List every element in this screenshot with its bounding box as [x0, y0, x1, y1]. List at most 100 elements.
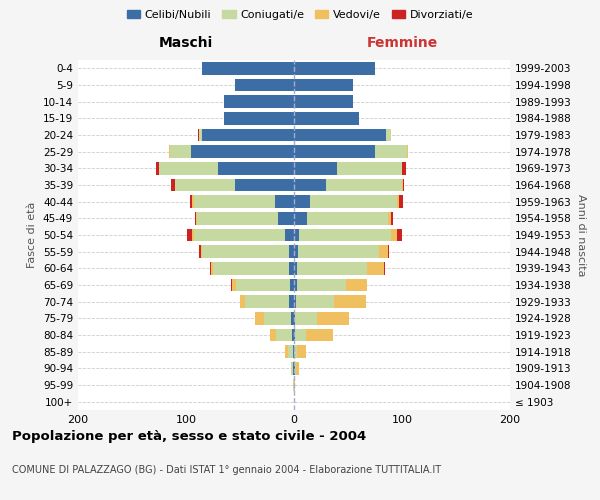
Bar: [198, 129, 199, 141]
Bar: [291, 362, 293, 374]
Bar: [388, 212, 391, 224]
Bar: [375, 146, 407, 158]
Bar: [201, 246, 202, 258]
Bar: [388, 246, 389, 258]
Bar: [294, 262, 297, 274]
Bar: [236, 279, 290, 291]
Bar: [175, 179, 235, 192]
Bar: [294, 112, 359, 124]
Y-axis label: Anni di nascita: Anni di nascita: [575, 194, 586, 276]
Bar: [294, 179, 326, 192]
Bar: [379, 246, 388, 258]
Bar: [197, 212, 278, 224]
Bar: [294, 162, 337, 174]
Bar: [402, 162, 406, 174]
Bar: [270, 329, 275, 341]
Bar: [294, 79, 353, 92]
Bar: [294, 346, 297, 358]
Bar: [289, 296, 294, 308]
Bar: [294, 329, 295, 341]
Y-axis label: Fasce di età: Fasce di età: [28, 202, 37, 268]
Bar: [235, 179, 294, 192]
Bar: [296, 362, 299, 374]
Bar: [292, 329, 294, 341]
Bar: [213, 262, 289, 274]
Bar: [275, 329, 292, 341]
Bar: [346, 279, 367, 291]
Bar: [294, 62, 375, 74]
Bar: [194, 229, 286, 241]
Text: COMUNE DI PALAZZAGO (BG) - Dati ISTAT 1° gennaio 2004 - Elaborazione TUTTITALIA.: COMUNE DI PALAZZAGO (BG) - Dati ISTAT 1°…: [12, 465, 441, 475]
Bar: [199, 129, 202, 141]
Bar: [218, 162, 294, 174]
Bar: [294, 279, 297, 291]
Bar: [275, 196, 294, 208]
Bar: [294, 312, 295, 324]
Bar: [156, 162, 159, 174]
Bar: [169, 146, 170, 158]
Bar: [290, 279, 294, 291]
Bar: [159, 162, 218, 174]
Bar: [211, 262, 213, 274]
Bar: [255, 312, 264, 324]
Bar: [232, 279, 236, 291]
Bar: [399, 196, 403, 208]
Text: Maschi: Maschi: [159, 36, 213, 50]
Bar: [367, 262, 383, 274]
Legend: Celibi/Nubili, Coniugati/e, Vedovi/e, Divorziati/e: Celibi/Nubili, Coniugati/e, Vedovi/e, Di…: [122, 6, 478, 25]
Bar: [397, 196, 399, 208]
Bar: [286, 229, 294, 241]
Bar: [295, 329, 306, 341]
Text: Femmine: Femmine: [367, 36, 437, 50]
Bar: [196, 212, 197, 224]
Bar: [294, 96, 353, 108]
Bar: [297, 346, 306, 358]
Bar: [170, 146, 191, 158]
Bar: [278, 212, 294, 224]
Bar: [337, 162, 402, 174]
Bar: [190, 196, 193, 208]
Bar: [407, 146, 409, 158]
Bar: [240, 296, 245, 308]
Bar: [235, 79, 294, 92]
Bar: [383, 262, 385, 274]
Bar: [264, 312, 291, 324]
Bar: [306, 329, 333, 341]
Bar: [402, 179, 403, 192]
Bar: [295, 362, 296, 374]
Bar: [294, 362, 295, 374]
Bar: [293, 346, 294, 358]
Bar: [202, 62, 294, 74]
Bar: [202, 129, 294, 141]
Bar: [317, 312, 349, 324]
Bar: [210, 262, 211, 274]
Bar: [294, 196, 310, 208]
Bar: [391, 212, 394, 224]
Bar: [403, 179, 404, 192]
Bar: [293, 362, 294, 374]
Bar: [310, 196, 397, 208]
Bar: [294, 379, 295, 391]
Bar: [287, 346, 293, 358]
Bar: [171, 179, 175, 192]
Bar: [386, 129, 391, 141]
Bar: [397, 229, 402, 241]
Bar: [245, 296, 289, 308]
Bar: [202, 246, 289, 258]
Bar: [224, 112, 294, 124]
Bar: [297, 262, 367, 274]
Bar: [326, 179, 402, 192]
Bar: [334, 296, 367, 308]
Bar: [293, 379, 294, 391]
Bar: [194, 196, 275, 208]
Bar: [291, 312, 294, 324]
Bar: [286, 346, 287, 358]
Bar: [294, 229, 299, 241]
Bar: [289, 262, 294, 274]
Bar: [294, 296, 296, 308]
Bar: [299, 229, 391, 241]
Bar: [294, 146, 375, 158]
Bar: [224, 96, 294, 108]
Bar: [295, 312, 317, 324]
Bar: [191, 146, 294, 158]
